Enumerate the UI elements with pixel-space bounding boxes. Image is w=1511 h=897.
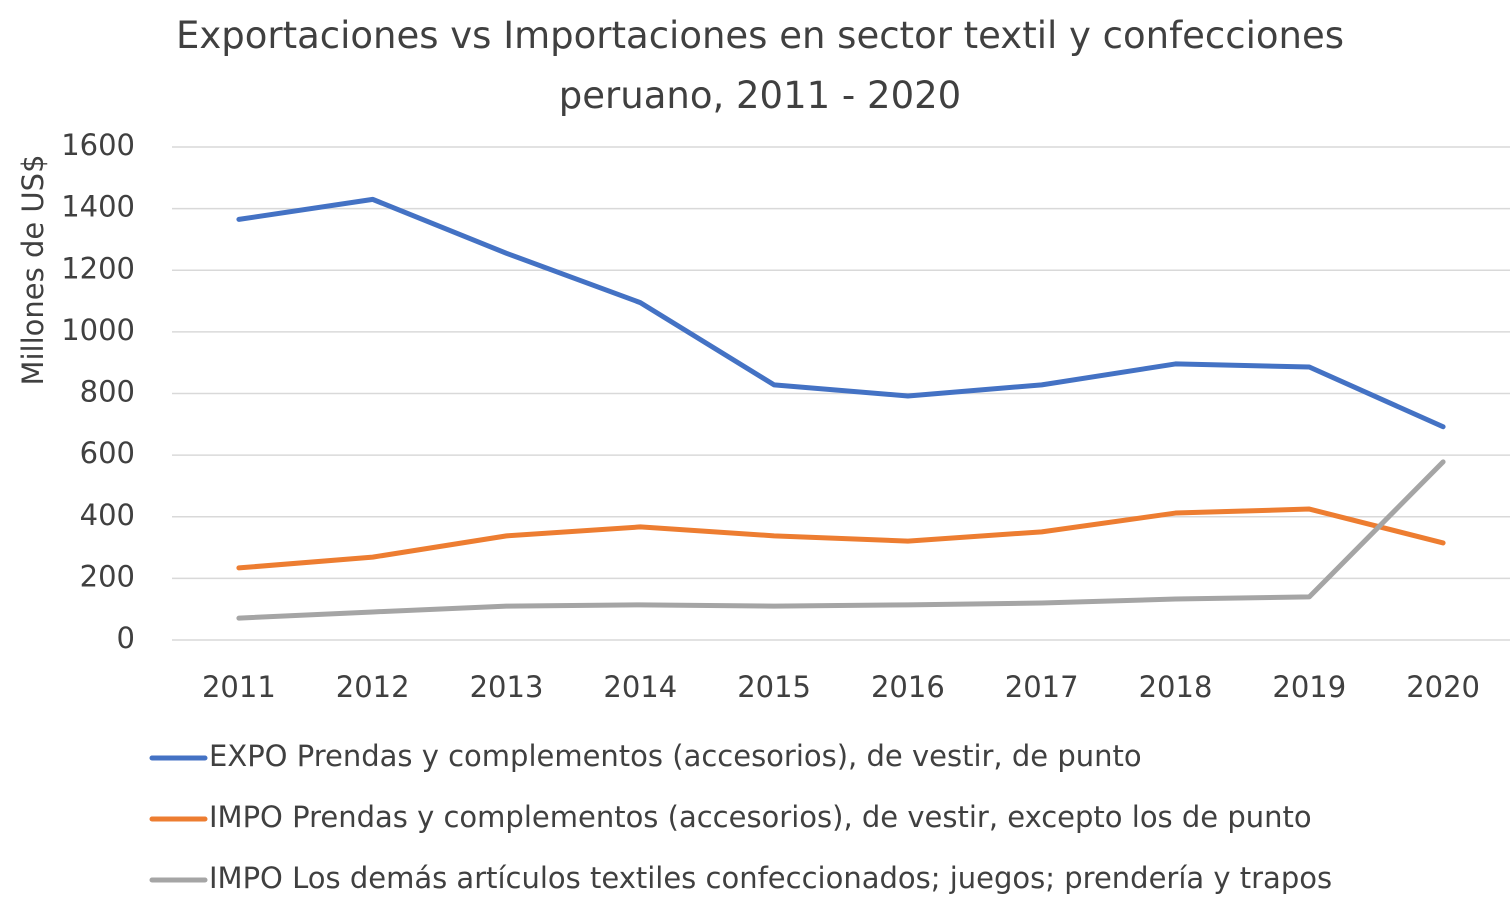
x-tick-label: 2012 (336, 670, 410, 704)
x-tick-label: 2011 (202, 670, 276, 704)
y-tick-label: 400 (80, 498, 135, 532)
y-tick-label: 200 (80, 559, 135, 593)
y-tick-label: 1400 (61, 190, 135, 224)
y-tick-label: 600 (80, 436, 135, 470)
y-tick-label: 1000 (61, 313, 135, 347)
legend-label: IMPO Prendas y complementos (accesorios)… (209, 800, 1312, 834)
y-axis-label: Millones de US$ (16, 154, 50, 385)
legend-label: IMPO Los demás artículos textiles confec… (209, 861, 1332, 895)
x-tick-label: 2014 (603, 670, 677, 704)
x-tick-label: 2020 (1406, 670, 1480, 704)
y-tick-label: 1600 (61, 128, 135, 162)
chart-title: Exportaciones vs Importaciones en sector… (175, 14, 1344, 117)
line-series (236, 506, 1446, 571)
y-tick-label: 0 (117, 621, 135, 655)
line-series (236, 459, 1446, 621)
x-tick-label: 2018 (1139, 670, 1213, 704)
x-tick-label: 2017 (1005, 670, 1079, 704)
line-series (236, 196, 1446, 430)
y-tick-label: 800 (80, 375, 135, 409)
x-tick-label: 2016 (871, 670, 945, 704)
x-tick-label: 2015 (737, 670, 811, 704)
legend-label: EXPO Prendas y complementos (accesorios)… (209, 739, 1142, 773)
x-tick-label: 2013 (470, 670, 544, 704)
y-tick-label: 1200 (61, 251, 135, 285)
x-tick-label: 2019 (1272, 670, 1346, 704)
